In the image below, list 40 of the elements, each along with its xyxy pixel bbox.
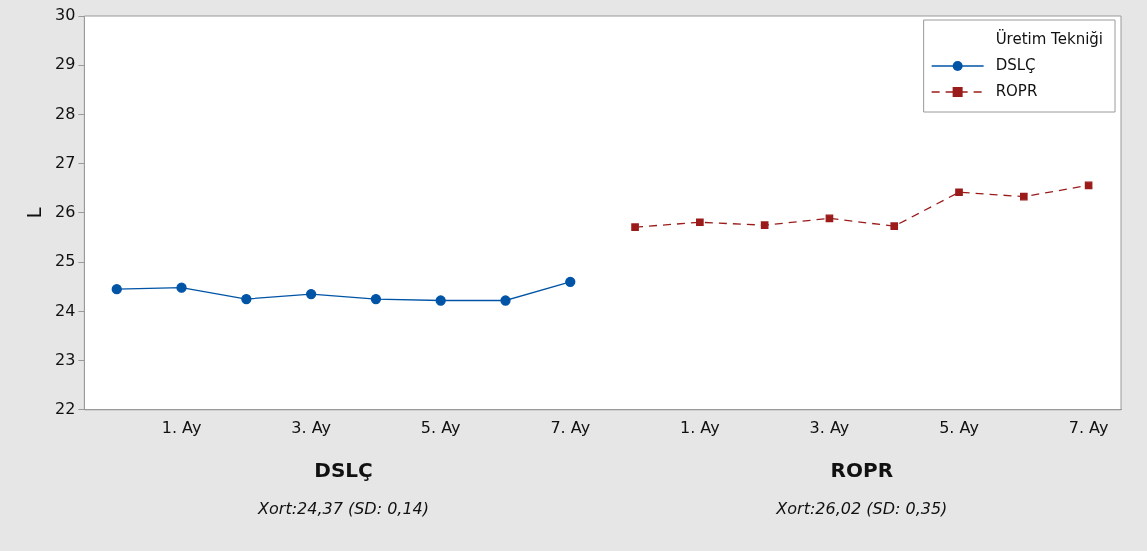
point [760,221,769,230]
point [176,282,187,293]
text: Xort:24,37 (SD: 0,14) [257,498,429,518]
y-axis-title: L [22,206,47,219]
y-tick-label: 29 [55,54,76,74]
y-tick-label: 22 [55,398,76,418]
x-tick-label: 3. Ay [291,417,331,437]
legend-label: DSLÇ [995,55,1036,74]
point [305,288,317,300]
point [890,222,899,231]
y-tick-label: 26 [55,202,76,222]
y-tick-label: 30 [55,5,76,25]
point [825,214,834,223]
legend-label: ROPR [995,81,1038,100]
x-tick-label: 1. Ay [680,417,720,437]
point [500,295,511,306]
point [631,223,639,232]
point [241,293,252,305]
point [1019,192,1028,201]
point [696,218,704,227]
text: ROPR [830,458,894,482]
y-tick-label: 27 [55,152,76,172]
x-tick-label: 5. Ay [420,417,461,437]
x-tick-label: 7. Ay [550,417,591,437]
y-tick-label: 23 [55,349,76,369]
x-tick-label: 1. Ay [161,417,202,437]
point [565,276,576,287]
legend-title: Üretim Tekniği [995,28,1104,48]
x-tick-label: 7. Ay [1068,417,1109,437]
x-tick-label: 5. Ay [939,417,979,437]
x-tick-label: 3. Ay [809,417,850,437]
point [370,293,382,305]
point [111,284,122,295]
point [435,295,446,306]
text: Xort:26,02 (SD: 0,35) [775,498,948,518]
point [955,188,963,197]
text: DSLÇ [314,458,373,482]
y-tick-label: 28 [55,103,76,123]
y-tick-label: 25 [55,251,76,271]
y-tick-label: 24 [55,300,76,320]
